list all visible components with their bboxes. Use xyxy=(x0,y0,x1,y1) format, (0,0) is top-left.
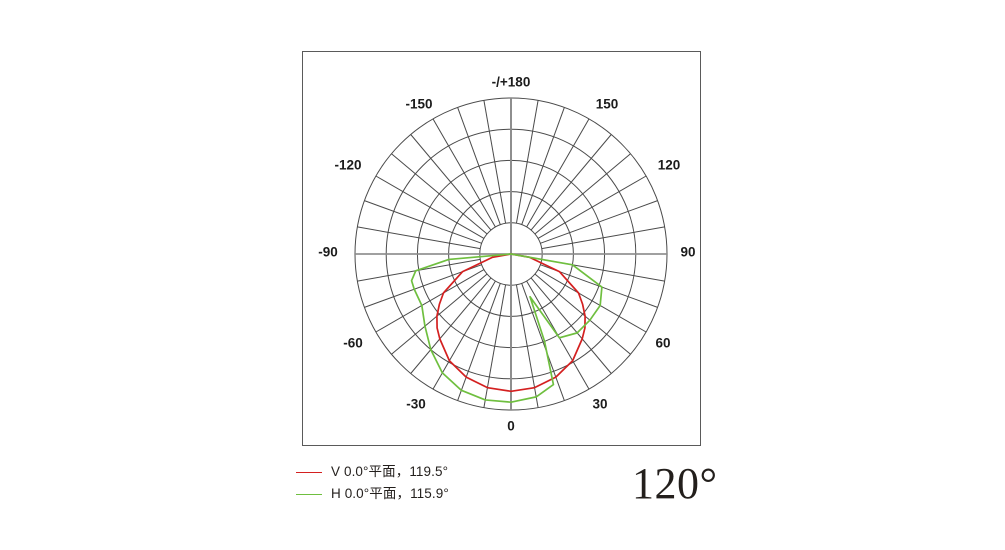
legend-swatch-h-icon xyxy=(296,493,322,495)
axis-label-120: 120 xyxy=(657,157,681,173)
plot-frame xyxy=(302,51,701,446)
axis-label-60: 60 xyxy=(655,335,671,351)
legend-label-v: V 0.0°平面，119.5° xyxy=(331,464,449,479)
curve-h xyxy=(410,253,603,404)
axis-label-180: -/+180 xyxy=(491,74,531,90)
legend-item-h: H 0.0°平面，115.9° xyxy=(296,483,449,505)
axis-label-neg60: -60 xyxy=(343,335,363,351)
axis-label-30: 30 xyxy=(592,396,608,412)
legend-label-h: H 0.0°平面，115.9° xyxy=(331,486,449,501)
polar-grid xyxy=(354,97,668,411)
axis-label-neg30: -30 xyxy=(406,396,426,412)
legend: V 0.0°平面，119.5° H 0.0°平面，115.9° xyxy=(296,461,449,505)
polar-curves xyxy=(410,253,603,404)
axis-label-0: 0 xyxy=(507,418,515,434)
axis-label-neg150: -150 xyxy=(405,96,433,112)
axis-label-neg120: -120 xyxy=(334,157,362,173)
legend-swatch-v-icon xyxy=(296,471,322,473)
curve-v xyxy=(436,253,586,393)
axis-label-150: 150 xyxy=(595,96,619,112)
beam-angle-value: 120° xyxy=(632,459,718,508)
axis-label-90: 90 xyxy=(680,244,696,260)
polar-plot xyxy=(354,97,668,411)
legend-item-v: V 0.0°平面，119.5° xyxy=(296,461,449,483)
axis-label-neg90: -90 xyxy=(318,244,338,260)
